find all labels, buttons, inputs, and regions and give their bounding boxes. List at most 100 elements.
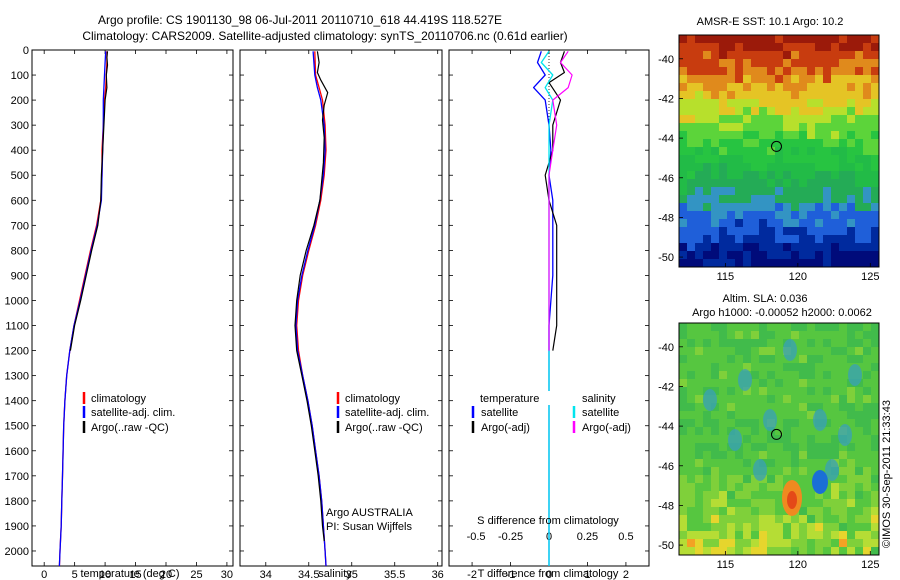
sla-cell xyxy=(703,339,712,348)
sst-cell xyxy=(743,211,752,220)
sla-cell xyxy=(847,507,856,516)
sst-cell xyxy=(831,227,840,236)
sst-cell xyxy=(743,227,752,236)
sla-cell xyxy=(831,355,840,364)
y-tick-label: 800 xyxy=(11,245,29,257)
sla-cell xyxy=(823,451,832,460)
sst-cell xyxy=(831,43,840,52)
sst-cell xyxy=(751,171,760,180)
sla-map-title: Altim. SLA: 0.036 xyxy=(723,293,808,305)
sst-cell xyxy=(687,155,696,164)
sla-cell xyxy=(743,491,752,500)
sla-cell xyxy=(767,427,776,436)
sst-cell xyxy=(719,123,728,132)
sst-cell xyxy=(687,219,696,228)
sst-cell xyxy=(695,171,704,180)
sla-cell xyxy=(791,443,800,452)
sla-cell xyxy=(695,379,704,388)
sst-cell xyxy=(719,155,728,164)
sla-cell xyxy=(783,515,792,524)
sst-cell xyxy=(823,35,832,44)
sst-cell xyxy=(679,107,688,116)
sla-cell xyxy=(719,435,728,444)
s-difference-label: S difference from climatology xyxy=(477,515,619,527)
sst-cell xyxy=(727,99,736,108)
sst-cell xyxy=(767,115,776,124)
sst-cell xyxy=(735,107,744,116)
sla-cell xyxy=(871,371,879,380)
sla-cell xyxy=(751,475,760,484)
sst-cell xyxy=(679,179,688,188)
sla-cell xyxy=(695,491,704,500)
sla-cell xyxy=(775,403,784,412)
sla-cell xyxy=(799,331,808,340)
x-tick-label: -1 xyxy=(506,569,516,580)
sst-cell xyxy=(823,235,832,244)
sla-cell xyxy=(791,323,800,332)
sst-cell xyxy=(703,115,712,124)
sla-cell xyxy=(687,355,696,364)
sst-cell xyxy=(823,243,832,252)
sla-cell xyxy=(855,347,864,356)
sst-cell xyxy=(679,243,688,252)
sla-cell xyxy=(711,403,720,412)
sla-cell xyxy=(759,379,768,388)
sst-cell xyxy=(703,139,712,148)
sla-cell xyxy=(711,419,720,428)
sst-cell xyxy=(871,219,879,228)
sst-cell xyxy=(743,91,752,100)
sst-cell xyxy=(839,59,848,68)
sst-cell xyxy=(767,203,776,212)
sst-cell xyxy=(839,243,848,252)
sst-cell xyxy=(767,147,776,156)
sst-cell xyxy=(735,123,744,132)
sla-cell xyxy=(735,459,744,468)
sla-cell xyxy=(855,411,864,420)
sst-cell xyxy=(735,155,744,164)
sst-cell xyxy=(767,195,776,204)
sst-cell xyxy=(815,251,824,260)
sst-cell xyxy=(735,99,744,108)
sst-cell xyxy=(727,259,736,267)
sst-cell xyxy=(815,75,824,84)
sla-cell xyxy=(679,323,688,332)
sst-cell xyxy=(863,83,872,92)
y-tick-label: -50 xyxy=(658,540,674,552)
sst-cell xyxy=(871,155,879,164)
sla-cell xyxy=(775,531,784,540)
sst-cell xyxy=(791,203,800,212)
sst-cell xyxy=(847,115,856,124)
sla-cell xyxy=(863,531,872,540)
sst-cell xyxy=(791,251,800,260)
sst-cell xyxy=(703,251,712,260)
sla-cell xyxy=(839,451,848,460)
sst-cell xyxy=(703,107,712,116)
sla-cell xyxy=(695,435,704,444)
sla-cell xyxy=(847,467,856,476)
sla-cell xyxy=(823,491,832,500)
sla-cell xyxy=(687,491,696,500)
sst-cell xyxy=(783,235,792,244)
sst-cell xyxy=(703,227,712,236)
sst-cell xyxy=(855,163,864,172)
sst-cell xyxy=(687,67,696,76)
sst-cell xyxy=(751,123,760,132)
sst-cell xyxy=(687,251,696,260)
sst-cell xyxy=(719,91,728,100)
sla-cell xyxy=(855,387,864,396)
sla-cell xyxy=(727,379,736,388)
sla-cell xyxy=(839,475,848,484)
sla-cell xyxy=(727,531,736,540)
sla-cell xyxy=(791,355,800,364)
sst-cell xyxy=(807,131,816,140)
sla-cell xyxy=(711,507,720,516)
sla-cell xyxy=(871,387,879,396)
sla-cell xyxy=(855,355,864,364)
sst-cell xyxy=(823,187,832,196)
sst-cell xyxy=(727,211,736,220)
sla-cell xyxy=(727,491,736,500)
sst-cell xyxy=(871,115,879,124)
sla-cell xyxy=(727,331,736,340)
sla-cell xyxy=(711,547,720,555)
sla-cell xyxy=(791,427,800,436)
